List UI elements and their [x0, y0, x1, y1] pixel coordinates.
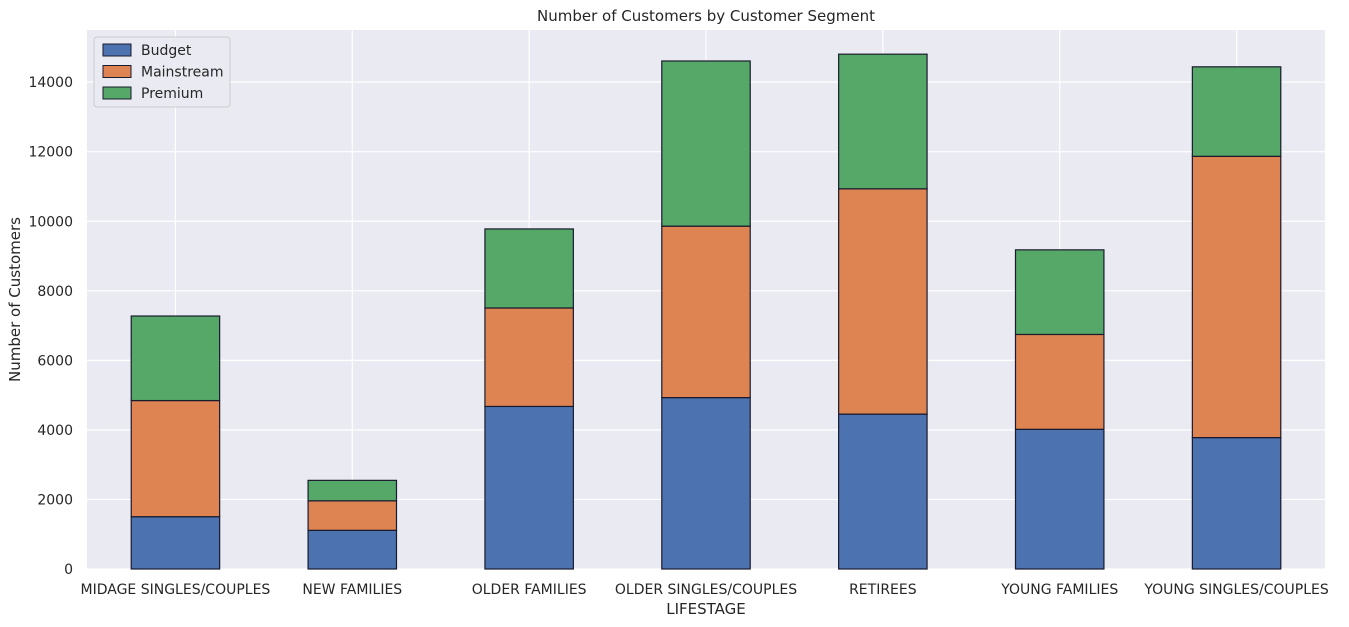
- bar-premium: [484, 228, 574, 309]
- x-tick-label: RETIREES: [849, 582, 917, 598]
- legend-label: Mainstream: [141, 65, 223, 81]
- bar-premium: [838, 53, 928, 190]
- bar-mainstream: [484, 307, 574, 408]
- bar-mainstream: [661, 225, 751, 399]
- y-tick-label: 2000: [37, 492, 73, 508]
- bar-mainstream: [130, 399, 221, 518]
- legend-swatch: [102, 65, 132, 78]
- legend-label: Premium: [141, 86, 203, 102]
- bar-budget: [484, 405, 574, 570]
- y-tick-label: 14000: [28, 75, 73, 91]
- bar-mainstream: [1014, 333, 1105, 430]
- legend-swatch: [102, 43, 132, 57]
- x-tick-label: YOUNG SINGLES/COUPLES: [1143, 582, 1329, 598]
- bar-budget: [130, 516, 221, 570]
- legend-label: Budget: [141, 43, 192, 59]
- bar-budget: [838, 413, 928, 570]
- y-tick-label: 12000: [28, 145, 73, 161]
- x-axis-ticks: MIDAGE SINGLES/COUPLES NEW FAMILIES OLDER …: [81, 582, 1329, 598]
- bar-mainstream: [1191, 155, 1282, 439]
- x-axis-label: LIFESTAGE: [666, 600, 746, 618]
- y-tick-label: 4000: [37, 423, 73, 439]
- y-tick-label: 0: [64, 562, 73, 578]
- bar-premium: [130, 315, 221, 402]
- x-tick-label: MIDAGE SINGLES/COUPLES: [81, 582, 271, 598]
- bar-premium: [661, 60, 751, 227]
- x-tick-label: YOUNG FAMILIES: [1000, 582, 1118, 598]
- y-tick-label: 6000: [37, 353, 73, 369]
- bars: [130, 53, 1282, 570]
- bar-mainstream: [307, 500, 398, 531]
- x-tick-label: OLDER FAMILIES: [472, 582, 587, 598]
- bar-premium: [1191, 66, 1282, 157]
- y-axis-ticks: 0 2000 4000 6000 8000 10000 12000 14000: [28, 75, 73, 578]
- bar-budget: [1014, 428, 1105, 570]
- bar-budget: [307, 529, 398, 570]
- x-tick-label: OLDER SINGLES/COUPLES: [615, 582, 797, 598]
- bar-premium: [1014, 249, 1105, 336]
- x-tick-label: NEW FAMILIES: [302, 582, 402, 598]
- legend-swatch: [102, 86, 132, 100]
- bar-premium: [307, 479, 398, 502]
- legend: Budget Mainstream Premium: [93, 36, 231, 108]
- bar-budget: [661, 396, 751, 570]
- chart-title: Number of Customers by Customer Segment: [537, 7, 875, 25]
- bar-mainstream: [838, 188, 928, 415]
- y-axis-label: Number of Customers: [6, 217, 24, 382]
- bar-budget: [1191, 436, 1282, 570]
- y-tick-label: 8000: [37, 284, 73, 300]
- y-tick-label: 10000: [28, 214, 73, 230]
